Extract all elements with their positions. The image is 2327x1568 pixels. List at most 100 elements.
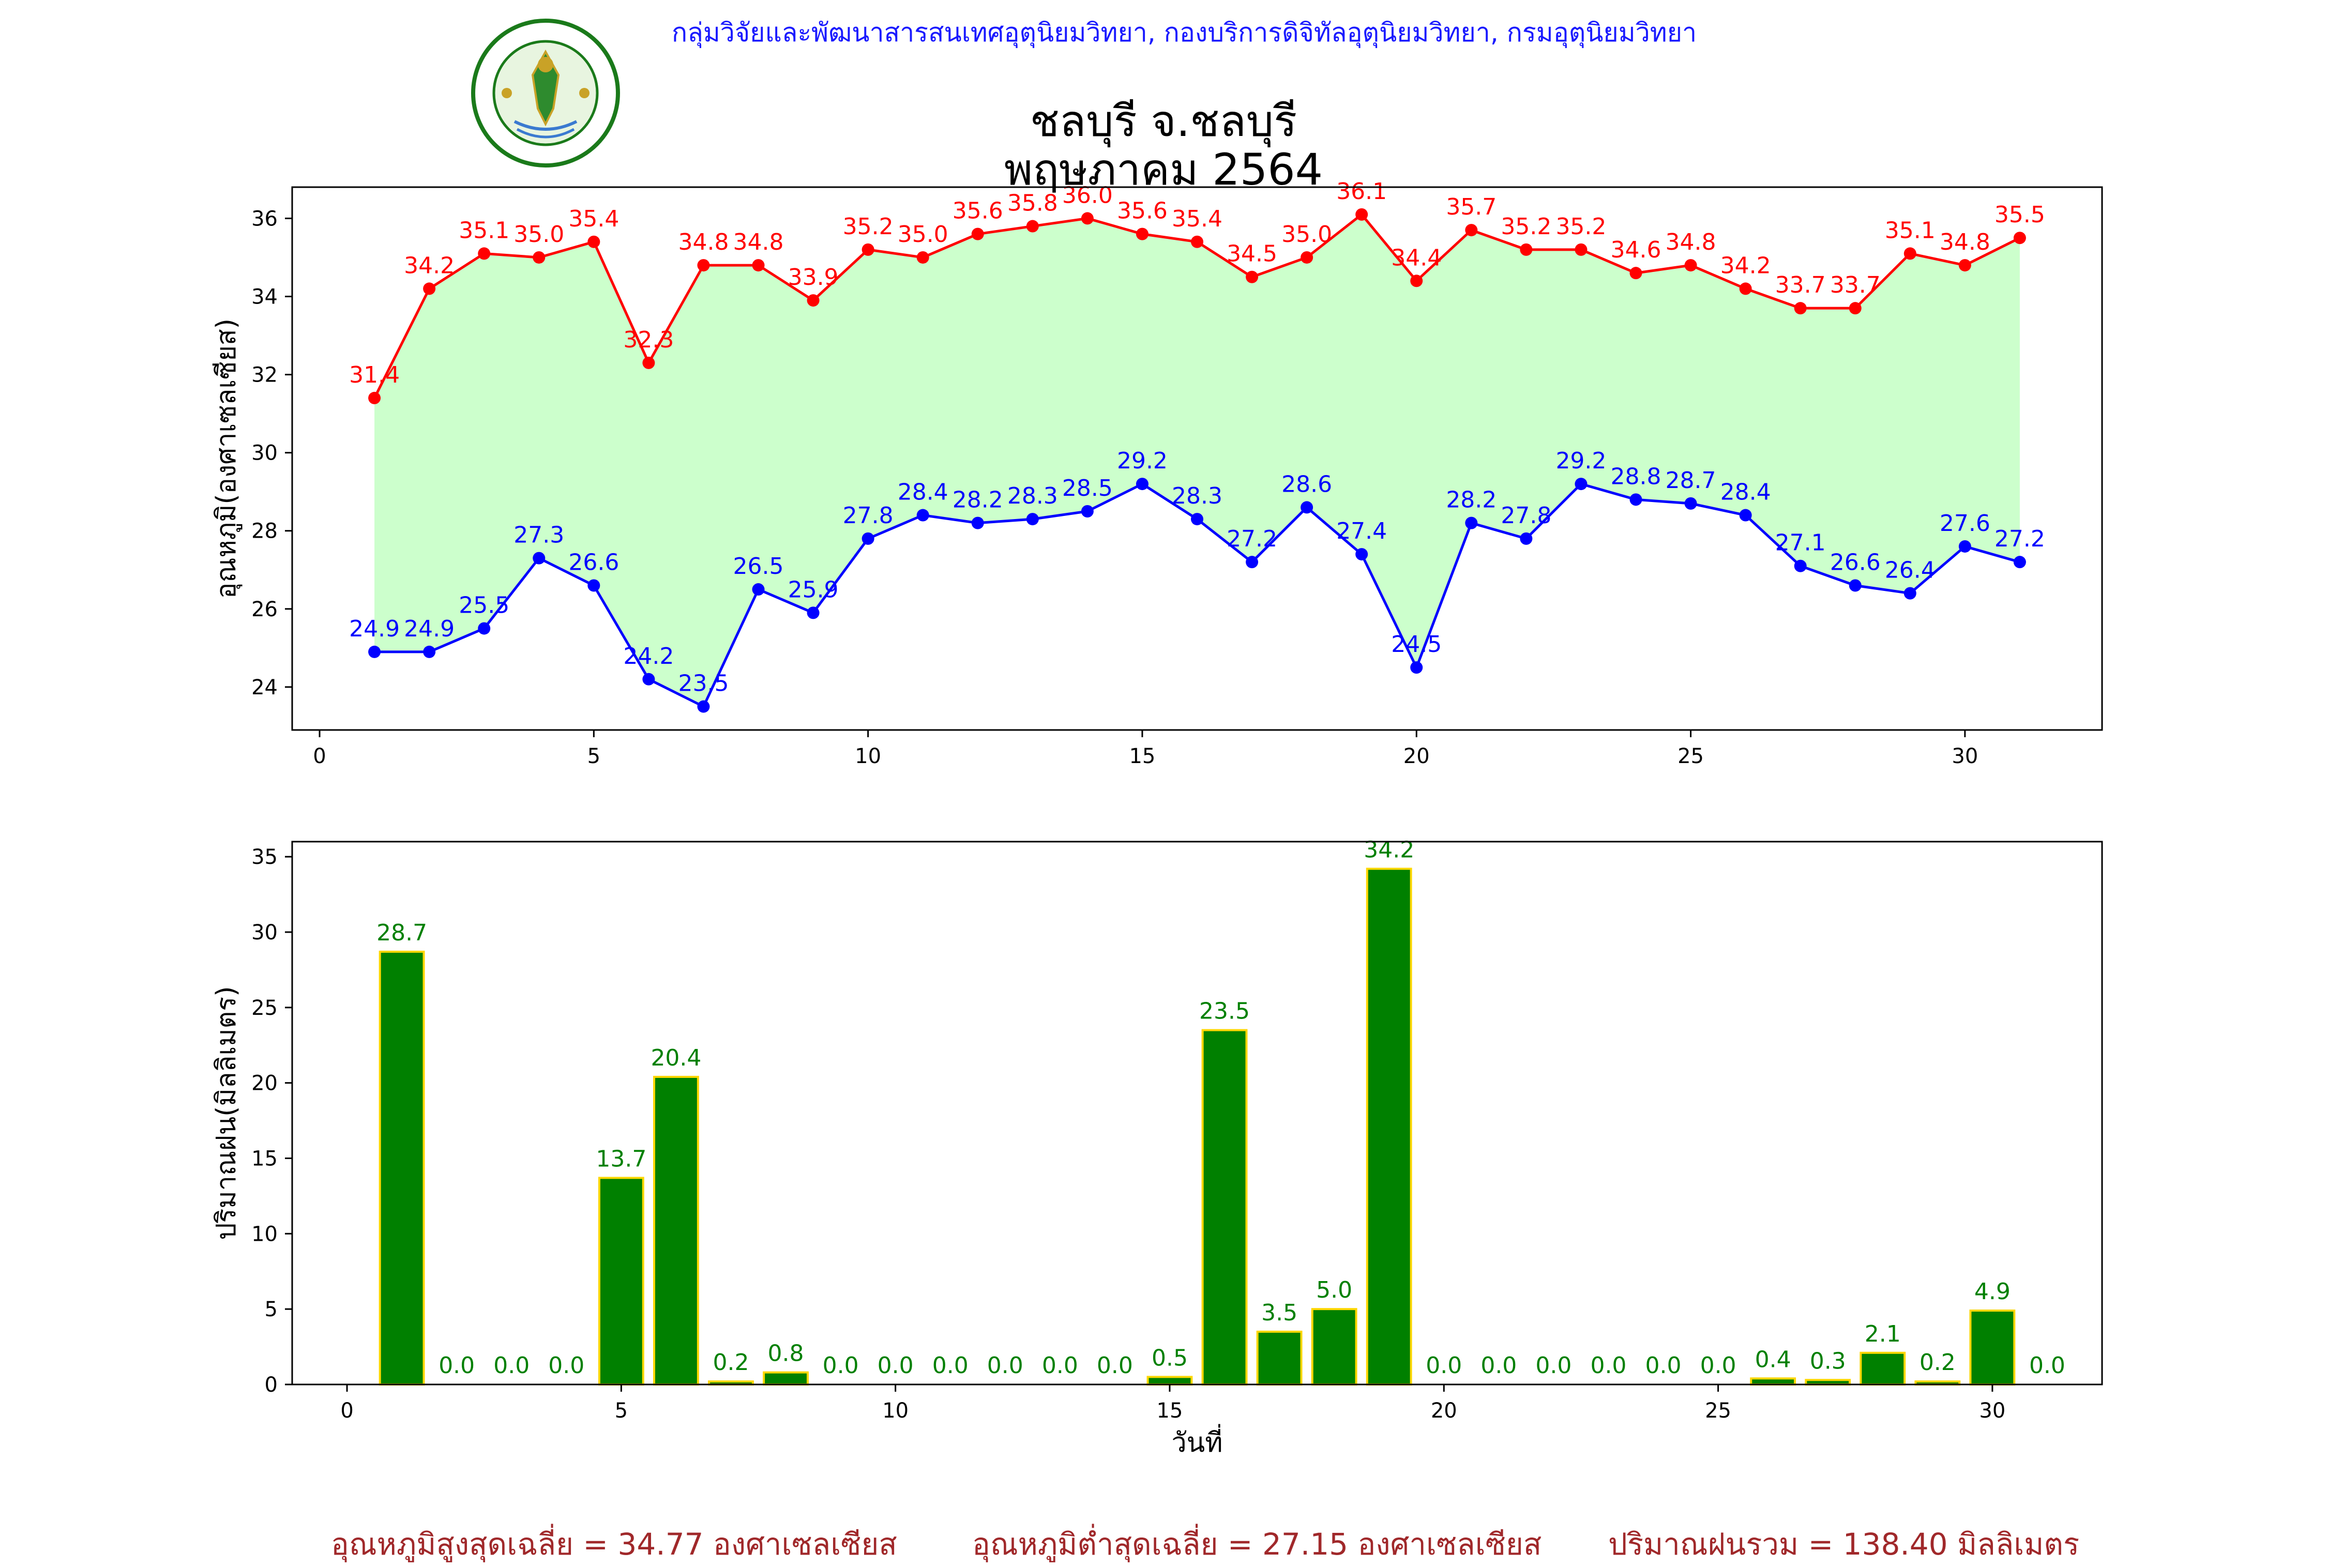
rainfall-bar-label: 28.7 bbox=[376, 920, 427, 946]
max-temperature-label: 34.4 bbox=[1391, 245, 1442, 271]
max-temperature-label: 34.2 bbox=[1720, 252, 1771, 279]
min-temperature-label: 25.9 bbox=[788, 576, 839, 603]
max-temperature-label: 33.7 bbox=[1775, 272, 1826, 298]
max-temperature-point bbox=[533, 251, 546, 264]
max-temperature-point bbox=[752, 259, 765, 272]
rainfall-bar bbox=[1366, 867, 1412, 1386]
min-temperature-label: 28.7 bbox=[1666, 467, 1716, 494]
rainfall-bar-label: 34.2 bbox=[1364, 837, 1414, 863]
y-tick-label: 32 bbox=[251, 363, 278, 387]
max-temperature-label: 35.4 bbox=[568, 206, 619, 232]
x-axis-label: วันที่ bbox=[1171, 1424, 1222, 1458]
min-temperature-point bbox=[1465, 516, 1478, 529]
total-rainfall: ปริมาณฝนรวม = 138.40 มิลลิเมตร bbox=[1608, 1527, 2080, 1562]
max-temperature-point bbox=[916, 251, 929, 264]
max-temperature-label: 35.8 bbox=[1007, 190, 1058, 217]
max-temperature-point bbox=[1246, 270, 1259, 283]
x-tick-label: 5 bbox=[615, 1399, 628, 1423]
rainfall-bar-label: 0.0 bbox=[1535, 1352, 1572, 1379]
x-tick-label: 30 bbox=[1979, 1399, 2005, 1423]
min-temperature-label: 28.2 bbox=[953, 487, 1003, 513]
max-temperature-point bbox=[1684, 259, 1697, 272]
min-temperature-point bbox=[1958, 540, 1971, 553]
rainfall-bar-label: 0.0 bbox=[878, 1352, 914, 1379]
min-temperature-label: 27.4 bbox=[1336, 518, 1387, 544]
y-tick-label: 15 bbox=[251, 1147, 278, 1171]
rainfall-bar-label: 0.0 bbox=[548, 1352, 584, 1379]
max-temperature-label: 35.0 bbox=[513, 221, 564, 248]
rainfall-bar bbox=[1860, 1351, 1906, 1386]
min-temperature-label: 28.2 bbox=[1446, 487, 1497, 513]
rainfall-bar bbox=[1969, 1310, 2016, 1386]
max-temperature-point bbox=[368, 391, 381, 404]
rainfall-bar-label: 0.0 bbox=[1097, 1352, 1133, 1379]
x-tick-label: 20 bbox=[1431, 1399, 1457, 1423]
max-temperature-label: 35.6 bbox=[1117, 198, 1168, 224]
max-temperature-point bbox=[1520, 243, 1533, 256]
min-temperature-label: 24.9 bbox=[404, 616, 455, 642]
rainfall-bar-label: 0.0 bbox=[1645, 1352, 1682, 1379]
min-temperature-point bbox=[1355, 548, 1368, 561]
max-temperature-label: 34.8 bbox=[1666, 229, 1716, 255]
y-tick-label: 35 bbox=[251, 845, 278, 869]
min-temperature-point bbox=[1794, 559, 1807, 572]
rainfall-bar-label: 0.8 bbox=[768, 1341, 804, 1367]
min-temperature-label: 27.8 bbox=[1501, 503, 1551, 529]
max-temperature-point bbox=[697, 259, 710, 272]
max-temperature-point bbox=[478, 247, 491, 260]
min-temperature-label: 27.3 bbox=[513, 522, 564, 549]
max-temperature-label: 33.7 bbox=[1830, 272, 1881, 298]
min-temperature-point bbox=[862, 532, 874, 545]
min-temperature-label: 26.6 bbox=[1830, 550, 1881, 576]
min-temperature-point bbox=[916, 509, 929, 522]
min-temperature-label: 28.3 bbox=[1007, 483, 1058, 509]
min-temperature-point bbox=[697, 700, 710, 713]
max-temperature-label: 35.2 bbox=[1555, 214, 1606, 240]
max-temperature-label: 31.4 bbox=[349, 362, 400, 388]
min-temperature-label: 27.2 bbox=[1994, 526, 2045, 552]
max-temperature-point bbox=[807, 294, 820, 307]
min-temperature-point bbox=[1739, 509, 1752, 522]
y-tick-label: 0 bbox=[265, 1373, 278, 1397]
min-temperature-point bbox=[1191, 513, 1203, 526]
rainfall-bar bbox=[1146, 1376, 1193, 1386]
max-temperature-label: 35.0 bbox=[1281, 221, 1332, 248]
min-temperature-point bbox=[587, 579, 600, 592]
min-temperature-point bbox=[533, 552, 546, 565]
max-temperature-point bbox=[642, 356, 655, 369]
agency-header: กลุ่มวิจัยและพัฒนาสารสนเทศอุตุนิยมวิทยา,… bbox=[671, 18, 1697, 48]
rainfall-plot-frame bbox=[291, 841, 2103, 1386]
min-temperature-label: 25.5 bbox=[459, 592, 509, 619]
min-temperature-label: 28.4 bbox=[898, 479, 948, 506]
max-temperature-point bbox=[1136, 227, 1149, 240]
rainfall-bar-label: 5.0 bbox=[1316, 1277, 1352, 1303]
x-tick-label: 5 bbox=[587, 744, 600, 768]
rainfall-bar-label: 0.0 bbox=[493, 1352, 530, 1379]
max-temperature-point bbox=[1026, 220, 1039, 233]
x-tick-label: 10 bbox=[882, 1399, 909, 1423]
max-temperature-label: 32.3 bbox=[623, 327, 674, 353]
min-temperature-label: 27.6 bbox=[1940, 510, 1990, 537]
min-temperature-label: 26.4 bbox=[1885, 557, 1936, 584]
rainfall-bar-label: 0.0 bbox=[1426, 1352, 1462, 1379]
min-temperature-point bbox=[1520, 532, 1533, 545]
min-temperature-label: 27.8 bbox=[843, 503, 894, 529]
min-temperature-label: 27.1 bbox=[1775, 530, 1826, 556]
min-temperature-label: 24.9 bbox=[349, 616, 400, 642]
y-tick-label: 34 bbox=[251, 285, 278, 309]
rainfall-bar bbox=[653, 1076, 699, 1386]
y-tick-label: 26 bbox=[251, 598, 278, 621]
chart-title-station: ชลบุรี จ.ชลบุรี bbox=[1030, 96, 1297, 146]
min-temperature-point bbox=[642, 673, 655, 686]
min-temperature-label: 24.2 bbox=[623, 643, 674, 669]
max-temperature-label: 34.2 bbox=[404, 252, 455, 279]
min-temperature-label: 27.2 bbox=[1227, 526, 1277, 552]
rainfall-bar bbox=[1311, 1308, 1357, 1386]
y-tick-label: 5 bbox=[265, 1298, 278, 1321]
x-tick-label: 0 bbox=[313, 744, 326, 768]
min-temperature-point bbox=[1903, 587, 1916, 600]
rainfall-bar-label: 0.0 bbox=[439, 1352, 475, 1379]
max-temperature-point bbox=[1465, 224, 1478, 237]
avg-max-temperature: อุณหภูมิสูงสุดเฉลี่ย = 34.77 องศาเซลเซีย… bbox=[331, 1527, 897, 1562]
max-temperature-point bbox=[1849, 302, 1862, 315]
